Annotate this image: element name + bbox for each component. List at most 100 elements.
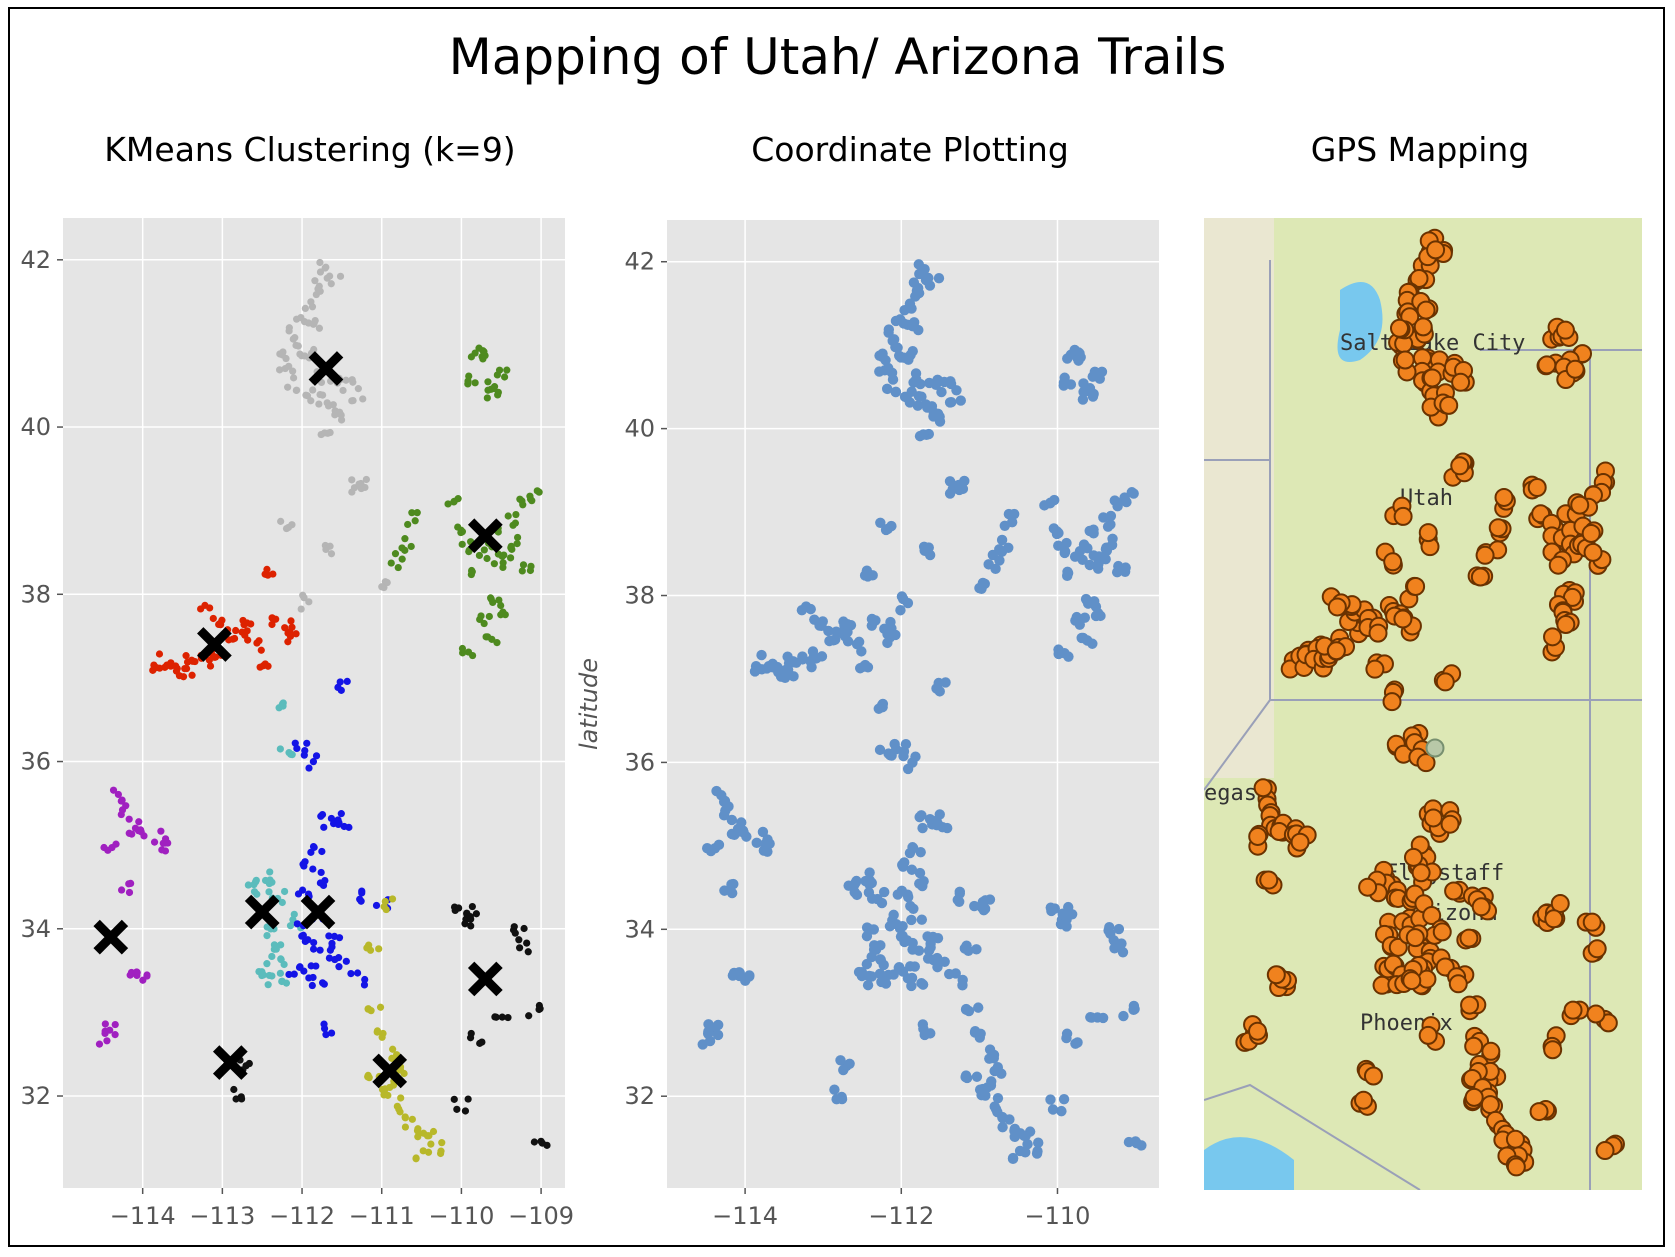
gps-marker — [1248, 1021, 1268, 1041]
coordinate-point — [994, 555, 1005, 566]
cluster-2-point — [230, 634, 239, 643]
cluster-1-point — [475, 344, 483, 352]
coordinate-point — [971, 1071, 983, 1082]
cluster-7-point — [537, 1137, 545, 1145]
coordinate-point — [979, 578, 990, 590]
cluster-3-point — [125, 815, 133, 823]
cluster-0-point — [278, 351, 286, 359]
cluster-6-point — [423, 1132, 432, 1140]
coordinate-point — [726, 828, 738, 840]
coordinate-point — [910, 291, 921, 302]
gps-marker — [1365, 659, 1385, 679]
cluster-1-point — [499, 608, 507, 616]
cluster-5-point — [295, 963, 304, 971]
cluster-1-point — [391, 550, 400, 558]
cluster-1-point — [458, 528, 467, 536]
gps-marker — [1409, 268, 1429, 288]
cluster-4-point — [250, 888, 259, 896]
x-tick-label: −114 — [110, 1202, 176, 1230]
cluster-0-point — [315, 400, 323, 408]
gps-marker — [1543, 1040, 1563, 1060]
coordinate-point — [874, 968, 886, 979]
cluster-2-point — [188, 671, 196, 679]
cluster-6-point — [401, 1123, 410, 1131]
gps-marker-grey — [1425, 738, 1445, 758]
coordinate-point — [1084, 383, 1096, 394]
coordinate-point — [906, 914, 917, 926]
coordinate-point — [902, 597, 914, 609]
cluster-2-point — [244, 636, 252, 644]
gps-marker — [1358, 877, 1378, 897]
cluster-6-point — [419, 1147, 427, 1155]
centroid-marker — [197, 627, 232, 662]
cluster-1-point — [513, 533, 522, 542]
cluster-4-point — [276, 745, 284, 753]
coordinate-point — [1061, 537, 1072, 549]
gps-marker — [1368, 623, 1388, 643]
gps-marker — [1422, 906, 1442, 926]
cluster-5-point — [337, 810, 345, 818]
cluster-5-point — [309, 973, 317, 982]
coordinate-point — [816, 651, 828, 662]
cluster-0-point — [290, 374, 298, 382]
coordinate-point — [862, 979, 874, 991]
cluster-1-point — [477, 612, 485, 620]
gps-marker — [1527, 478, 1547, 498]
cluster-5-point — [312, 962, 320, 970]
cluster-2-point — [264, 662, 272, 670]
coordinate-point — [903, 354, 914, 365]
coordinate-point — [915, 378, 926, 390]
cluster-0-point — [281, 364, 289, 373]
cluster-7-point — [237, 1095, 246, 1103]
cluster-0-point — [276, 366, 284, 374]
cluster-6-point — [389, 1045, 397, 1053]
coordinate-point — [878, 959, 889, 971]
cluster-6-point — [376, 1003, 385, 1011]
cluster-7-point — [467, 915, 475, 923]
coordinate-point — [728, 878, 739, 890]
coordinate-point — [897, 859, 908, 871]
cluster-0-point — [307, 298, 315, 306]
cluster-1-point — [483, 554, 491, 563]
coordinate-point — [1062, 353, 1073, 364]
coordinate-point — [913, 391, 925, 402]
coordinate-point — [1007, 1152, 1019, 1164]
cluster-6-point — [379, 1029, 387, 1038]
coordinate-point — [984, 894, 996, 905]
cluster-1-point — [458, 540, 466, 548]
gps-marker — [1402, 971, 1422, 991]
cluster-6-point — [397, 1094, 405, 1102]
cluster-6-point — [401, 1114, 409, 1122]
coordinate-point — [877, 701, 888, 713]
cluster-6-point — [367, 1007, 375, 1015]
coordinate-point — [913, 324, 924, 336]
coordinate-point — [1113, 560, 1124, 572]
cluster-2-point — [211, 653, 220, 661]
cluster-2-point — [232, 626, 240, 635]
coordinate-point — [876, 351, 888, 362]
coordinate-point — [893, 962, 905, 974]
map-label: Flagstaff — [1385, 861, 1504, 886]
cluster-6-point — [375, 945, 383, 953]
coordinate-point — [806, 661, 817, 673]
cluster-5-point — [343, 677, 351, 686]
cluster-1-point — [518, 567, 526, 575]
cluster-6-point — [412, 1154, 420, 1162]
cluster-1-point — [411, 517, 419, 525]
cluster-0-point — [301, 304, 309, 312]
cluster-0-point — [320, 429, 329, 437]
cluster-0-point — [359, 395, 367, 403]
cluster-1-point — [499, 559, 507, 567]
coordinate-point — [1113, 923, 1125, 935]
coordinate-point — [1105, 519, 1116, 530]
x-tick-label: −110 — [1025, 1202, 1091, 1230]
y-tick-label: 40 — [20, 413, 51, 441]
cluster-0-point — [348, 476, 356, 484]
cluster-7-point — [455, 904, 463, 912]
cluster-0-point — [383, 578, 391, 587]
coordinate-point — [986, 1076, 997, 1087]
cluster-1-point — [519, 561, 528, 569]
cluster-4-point — [264, 981, 272, 989]
x-tick-label: −110 — [428, 1202, 494, 1230]
coordinate-point — [1109, 943, 1120, 954]
